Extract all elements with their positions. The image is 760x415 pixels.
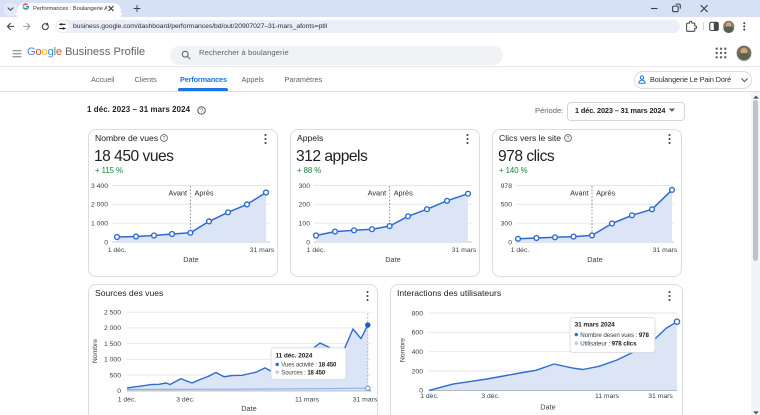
svg-text:31 mars: 31 mars <box>452 247 477 254</box>
svg-text:2 000: 2 000 <box>104 325 121 332</box>
svg-text:11 mars: 11 mars <box>595 393 620 400</box>
svg-text:Date: Date <box>385 255 400 264</box>
svg-text:Vues activité : 18 450: Vues activité : 18 450 <box>281 363 337 369</box>
svg-text:Date: Date <box>587 255 602 264</box>
svg-text:?: ? <box>567 136 570 142</box>
svg-text:3 déc.: 3 déc. <box>481 393 500 400</box>
svg-text:0: 0 <box>306 239 310 246</box>
svg-text:Date: Date <box>183 255 198 264</box>
svg-text:600: 600 <box>412 330 424 337</box>
svg-text:Date: Date <box>540 403 555 412</box>
svg-text:Nombre: Nombre <box>400 338 407 362</box>
svg-text:300: 300 <box>299 183 311 190</box>
svg-text:978: 978 <box>501 183 513 190</box>
svg-text:Après: Après <box>195 189 214 198</box>
svg-text:1 déc.: 1 déc. <box>511 247 530 254</box>
svg-text:2 500: 2 500 <box>104 310 121 317</box>
svg-text:500: 500 <box>501 202 513 209</box>
svg-text:300: 300 <box>501 221 513 228</box>
svg-text:Nombre: Nombre <box>92 339 99 363</box>
svg-text:31 mars 2024: 31 mars 2024 <box>575 322 616 329</box>
svg-text:Utilisateur : 978 clics: Utilisateur : 978 clics <box>580 341 637 348</box>
svg-text:1 500: 1 500 <box>104 341 121 348</box>
svg-text:31 mars: 31 mars <box>648 393 673 400</box>
svg-text:Avant: Avant <box>570 189 589 198</box>
svg-text:3 400: 3 400 <box>91 183 108 190</box>
svg-text:31 mars: 31 mars <box>250 247 275 254</box>
svg-text:3 déc.: 3 déc. <box>176 397 195 404</box>
svg-text:Avant: Avant <box>368 189 387 198</box>
svg-text:0: 0 <box>104 239 108 246</box>
svg-text:1 000: 1 000 <box>91 221 108 228</box>
svg-text:1 déc.: 1 déc. <box>420 393 439 400</box>
svg-text:Après: Après <box>596 189 615 198</box>
svg-text:11 déc. 2024: 11 déc. 2024 <box>276 352 313 359</box>
svg-text:Date: Date <box>241 404 256 413</box>
svg-text:1 déc.: 1 déc. <box>118 397 137 404</box>
svg-text:100: 100 <box>299 221 311 228</box>
svg-text:1 déc.: 1 déc. <box>307 247 326 254</box>
svg-text:200: 200 <box>299 202 311 209</box>
svg-text:Avant: Avant <box>168 189 187 198</box>
svg-text:11 mars: 11 mars <box>295 397 320 404</box>
svg-text:0: 0 <box>419 388 423 395</box>
svg-text:Sources : 18 450: Sources : 18 450 <box>281 370 326 376</box>
svg-text:800: 800 <box>412 310 424 317</box>
svg-text:?: ? <box>200 109 203 115</box>
svg-text:200: 200 <box>412 368 424 375</box>
svg-text:Nombre desen vues : 978: Nombre desen vues : 978 <box>580 332 649 339</box>
svg-text:1 000: 1 000 <box>104 357 121 364</box>
svg-text:500: 500 <box>110 372 122 379</box>
svg-text:?: ? <box>163 136 166 142</box>
svg-text:0: 0 <box>117 388 121 395</box>
svg-text:31 mars: 31 mars <box>353 397 378 404</box>
svg-text:0: 0 <box>508 239 512 246</box>
svg-text:Après: Après <box>394 189 413 198</box>
svg-text:400: 400 <box>412 349 424 356</box>
svg-text:1 déc.: 1 déc. <box>108 247 127 254</box>
svg-text:31 mars: 31 mars <box>653 247 678 254</box>
svg-text:2 000: 2 000 <box>91 202 108 209</box>
